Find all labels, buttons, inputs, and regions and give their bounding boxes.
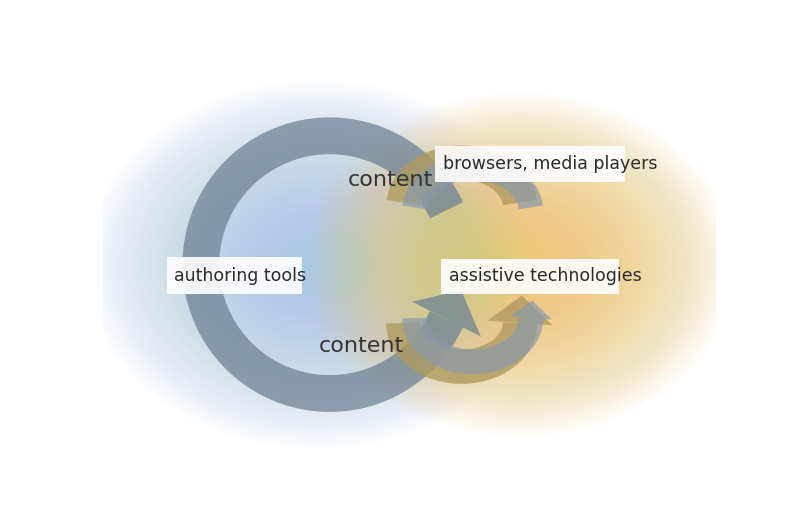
Polygon shape: [412, 290, 481, 337]
Polygon shape: [402, 318, 543, 374]
Text: content: content: [319, 336, 404, 356]
Text: authoring tools: authoring tools: [174, 267, 307, 285]
Polygon shape: [182, 118, 463, 285]
Polygon shape: [183, 274, 463, 412]
Polygon shape: [386, 322, 537, 384]
Text: content: content: [348, 170, 433, 190]
FancyBboxPatch shape: [441, 258, 619, 294]
Text: browsers, media players: browsers, media players: [443, 155, 657, 173]
Polygon shape: [487, 296, 552, 325]
Polygon shape: [387, 146, 537, 205]
FancyBboxPatch shape: [435, 146, 626, 182]
FancyBboxPatch shape: [167, 257, 302, 294]
Polygon shape: [510, 300, 552, 320]
Text: assistive technologies: assistive technologies: [449, 267, 642, 285]
Polygon shape: [403, 155, 543, 209]
